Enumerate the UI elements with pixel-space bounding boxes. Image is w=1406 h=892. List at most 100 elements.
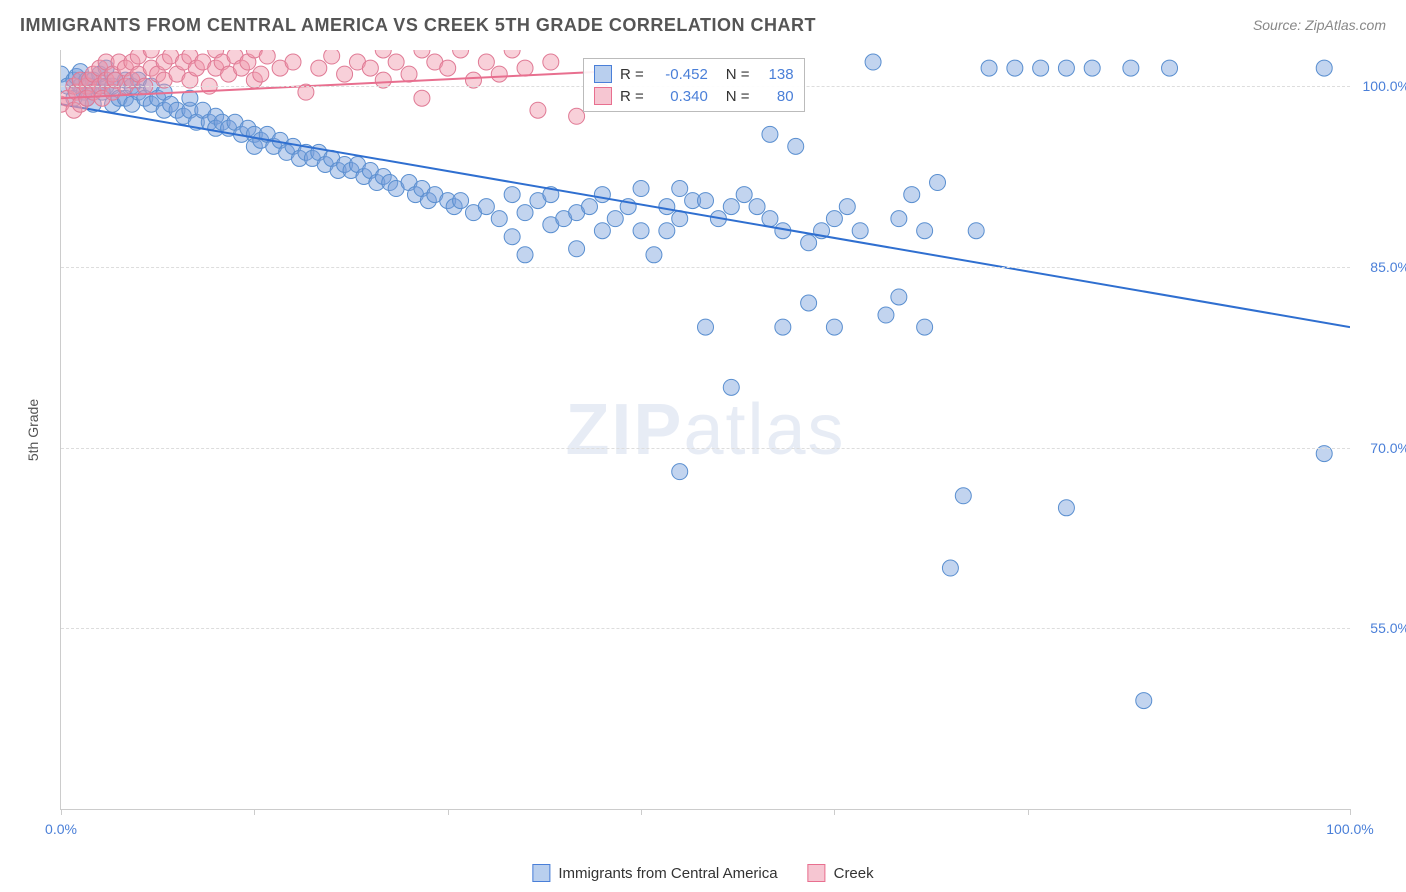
data-point xyxy=(581,199,597,215)
chart-source: Source: ZipAtlas.com xyxy=(1253,17,1386,33)
data-point xyxy=(930,175,946,191)
data-point xyxy=(607,211,623,227)
legend-swatch xyxy=(532,864,550,882)
data-point xyxy=(891,289,907,305)
stat-r-value: 0.340 xyxy=(652,88,708,105)
stat-n-label: N = xyxy=(726,88,750,105)
data-point xyxy=(968,223,984,239)
y-tick-label: 55.0% xyxy=(1355,620,1406,636)
data-point xyxy=(646,247,662,263)
chart-plot-area: ZIPatlas 55.0%70.0%85.0%100.0%0.0%100.0%… xyxy=(60,50,1350,810)
data-point xyxy=(826,211,842,227)
data-point xyxy=(762,211,778,227)
data-point xyxy=(453,193,469,209)
data-point xyxy=(517,205,533,221)
data-point xyxy=(453,50,469,58)
data-point xyxy=(891,211,907,227)
bottom-legend: Immigrants from Central America Creek xyxy=(532,864,873,882)
data-point xyxy=(517,60,533,76)
data-point xyxy=(1084,60,1100,76)
data-point xyxy=(401,66,417,82)
data-point xyxy=(826,319,842,335)
stat-r-value: -0.452 xyxy=(652,66,708,83)
data-point xyxy=(569,241,585,257)
chart-title: IMMIGRANTS FROM CENTRAL AMERICA VS CREEK… xyxy=(20,15,816,36)
legend-swatch xyxy=(808,864,826,882)
data-point xyxy=(672,181,688,197)
data-point xyxy=(311,60,327,76)
data-point xyxy=(594,223,610,239)
bottom-legend-label: Creek xyxy=(834,865,874,882)
data-point xyxy=(1058,60,1074,76)
stat-n-value: 80 xyxy=(758,88,794,105)
data-point xyxy=(253,66,269,82)
data-point xyxy=(517,247,533,263)
data-point xyxy=(543,54,559,70)
y-tick-label: 100.0% xyxy=(1355,78,1406,94)
data-point xyxy=(504,50,520,58)
data-point xyxy=(865,54,881,70)
data-point xyxy=(337,66,353,82)
data-point xyxy=(259,50,275,64)
data-point xyxy=(801,235,817,251)
data-point xyxy=(659,199,675,215)
data-point xyxy=(504,187,520,203)
data-point xyxy=(942,560,958,576)
data-point xyxy=(1136,693,1152,709)
bottom-legend-item: Immigrants from Central America xyxy=(532,864,777,882)
stats-legend-row: R = 0.340 N = 80 xyxy=(594,85,794,107)
x-tick xyxy=(254,809,255,815)
data-point xyxy=(1123,60,1139,76)
data-point xyxy=(672,464,688,480)
data-point xyxy=(698,319,714,335)
bottom-legend-item: Creek xyxy=(808,864,874,882)
plot-svg xyxy=(61,50,1350,809)
data-point xyxy=(917,319,933,335)
data-point xyxy=(478,199,494,215)
data-point xyxy=(1162,60,1178,76)
data-point xyxy=(375,50,391,58)
x-tick xyxy=(641,809,642,815)
y-tick-label: 85.0% xyxy=(1355,259,1406,275)
bottom-legend-label: Immigrants from Central America xyxy=(558,865,777,882)
stat-n-label: N = xyxy=(726,66,750,83)
data-point xyxy=(801,295,817,311)
data-point xyxy=(723,379,739,395)
data-point xyxy=(491,66,507,82)
data-point xyxy=(1058,500,1074,516)
x-tick-label-right: 100.0% xyxy=(1326,821,1373,837)
y-tick-label: 70.0% xyxy=(1355,440,1406,456)
x-tick xyxy=(834,809,835,815)
stat-n-value: 138 xyxy=(758,66,794,83)
data-point xyxy=(530,102,546,118)
legend-swatch xyxy=(594,87,612,105)
data-point xyxy=(362,60,378,76)
data-point xyxy=(504,229,520,245)
data-point xyxy=(775,319,791,335)
data-point xyxy=(414,90,430,106)
legend-swatch xyxy=(594,65,612,83)
data-point xyxy=(788,138,804,154)
data-point xyxy=(659,223,675,239)
stats-legend-row: R = -0.452 N = 138 xyxy=(594,63,794,85)
data-point xyxy=(1316,60,1332,76)
data-point xyxy=(839,199,855,215)
x-tick xyxy=(1028,809,1029,815)
data-point xyxy=(491,211,507,227)
x-tick xyxy=(448,809,449,815)
data-point xyxy=(736,187,752,203)
data-point xyxy=(698,193,714,209)
data-point xyxy=(1033,60,1049,76)
data-point xyxy=(478,54,494,70)
stat-r-label: R = xyxy=(620,66,644,83)
data-point xyxy=(904,187,920,203)
data-point xyxy=(723,199,739,215)
data-point xyxy=(981,60,997,76)
gridline xyxy=(61,628,1350,629)
data-point xyxy=(749,199,765,215)
stats-legend: R = -0.452 N = 138 R = 0.340 N = 80 xyxy=(583,58,805,112)
data-point xyxy=(594,187,610,203)
stat-r-label: R = xyxy=(620,88,644,105)
data-point xyxy=(633,223,649,239)
data-point xyxy=(633,181,649,197)
